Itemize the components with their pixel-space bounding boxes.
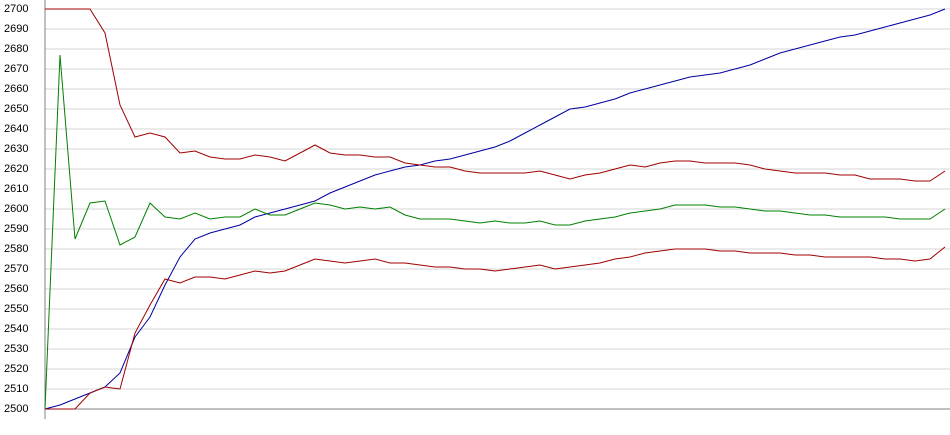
series-line bbox=[44, 54, 946, 410]
y-tick-label: 2700 bbox=[4, 3, 28, 15]
y-tick-label: 2670 bbox=[4, 63, 28, 75]
y-tick-label: 2540 bbox=[4, 323, 28, 335]
y-tick-label: 2690 bbox=[4, 23, 28, 35]
y-tick-label: 2530 bbox=[4, 343, 28, 355]
y-tick-label: 2620 bbox=[4, 163, 28, 175]
series-line bbox=[44, 8, 946, 410]
y-tick-label: 2630 bbox=[4, 143, 28, 155]
y-tick-label: 2640 bbox=[4, 123, 28, 135]
y-tick-label: 2660 bbox=[4, 83, 28, 95]
series-line bbox=[45, 246, 946, 410]
y-tick-label: 2520 bbox=[4, 363, 28, 375]
y-tick-label: 2590 bbox=[4, 223, 28, 235]
y-tick-label: 2560 bbox=[4, 283, 28, 295]
y-tick-label: 2500 bbox=[4, 403, 28, 415]
y-tick-label: 2510 bbox=[4, 383, 28, 395]
y-tick-label: 2550 bbox=[4, 303, 28, 315]
y-tick-label: 2680 bbox=[4, 43, 28, 55]
y-tick-label: 2600 bbox=[4, 203, 28, 215]
series-line bbox=[45, 8, 946, 182]
y-tick-label: 2650 bbox=[4, 103, 28, 115]
y-tick-label: 2610 bbox=[4, 183, 28, 195]
y-tick-label: 2580 bbox=[4, 243, 28, 255]
y-tick-label: 2570 bbox=[4, 263, 28, 275]
